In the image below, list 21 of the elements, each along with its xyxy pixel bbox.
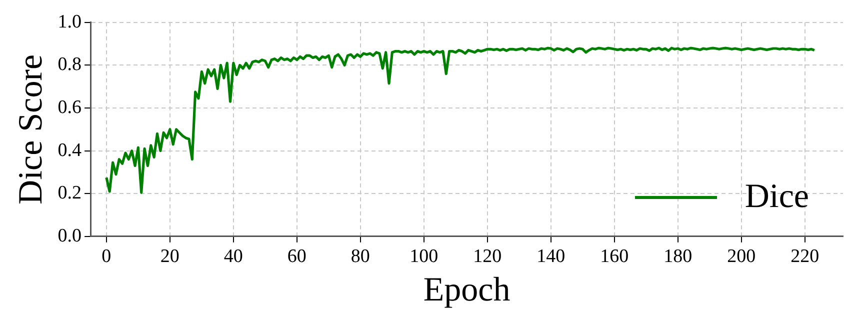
x-tick-label: 20: [160, 246, 180, 267]
legend-label: Dice: [744, 178, 809, 216]
x-axis-title: Epoch: [423, 272, 510, 309]
x-tick-label: 120: [473, 246, 502, 267]
y-tick-label: 0.2: [58, 182, 82, 204]
x-tick-label: 0: [102, 246, 112, 267]
x-tick-label: 100: [410, 246, 438, 267]
y-tick-label: 0.0: [58, 225, 82, 246]
x-tick-label: 200: [727, 246, 756, 267]
x-tick-label: 180: [664, 246, 692, 267]
x-tick-label: 160: [600, 246, 629, 267]
y-tick-label: 0.6: [58, 96, 82, 118]
x-tick-label: 80: [350, 246, 370, 267]
x-tick-label: 40: [224, 246, 243, 267]
x-tick-label: 140: [536, 246, 566, 267]
y-tick-label: 0.8: [58, 54, 82, 76]
x-tick-label: 220: [790, 246, 820, 267]
y-tick-label: 0.4: [58, 140, 82, 161]
y-axis-title: Dice Score: [12, 54, 50, 204]
y-tick-label: 1.0: [58, 11, 82, 32]
x-tick-label: 60: [287, 246, 306, 267]
